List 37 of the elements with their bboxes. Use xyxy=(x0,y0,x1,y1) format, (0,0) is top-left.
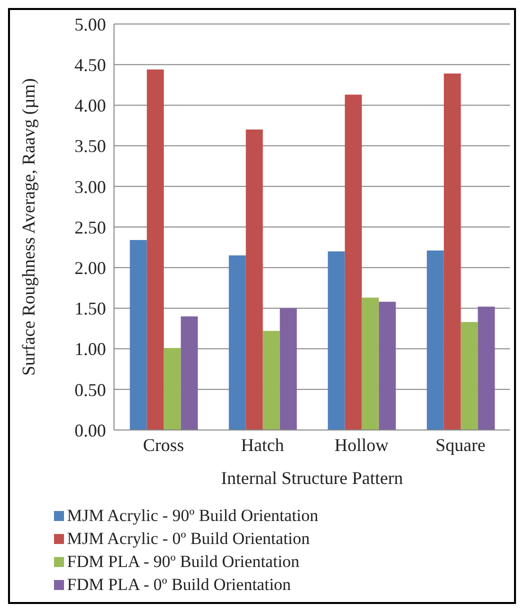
bar xyxy=(228,255,246,430)
y-tick-label: 2.00 xyxy=(74,258,106,278)
bar xyxy=(478,306,495,430)
y-tick-label: 4.00 xyxy=(74,96,106,116)
x-tick-label: Hollow xyxy=(334,434,388,455)
bar xyxy=(328,251,345,430)
x-tick-label: Square xyxy=(436,434,486,455)
bar xyxy=(444,74,461,430)
legend-label: FDM PLA - 90º Build Orientation xyxy=(67,551,300,573)
bar xyxy=(262,330,280,430)
x-tick-label: Cross xyxy=(142,434,184,455)
legend-label: MJM Acrylic - 0º Build Orientation xyxy=(67,528,310,550)
bar xyxy=(378,302,396,430)
y-tick-label: 0.00 xyxy=(74,420,106,440)
bar xyxy=(344,94,362,430)
bar xyxy=(146,69,164,430)
x-axis-title: Internal Structure Pattern xyxy=(221,468,403,488)
bar xyxy=(280,308,297,430)
bar xyxy=(460,322,478,430)
bar xyxy=(246,130,263,430)
y-axis-title: Surface Roughness Average, Raavg (µm) xyxy=(18,78,38,376)
legend-label: MJM Acrylic - 90º Build Orientation xyxy=(67,505,318,527)
bar xyxy=(130,240,147,430)
bar xyxy=(164,348,181,430)
y-tick-label: 2.50 xyxy=(74,217,106,238)
x-tick-label: Hatch xyxy=(241,434,284,455)
y-tick-label: 5.00 xyxy=(74,14,106,34)
bar xyxy=(426,250,444,430)
legend-label: FDM PLA - 0º Build Orientation xyxy=(67,574,291,596)
y-tick-label: 1.50 xyxy=(74,298,106,319)
y-tick-label: 3.50 xyxy=(74,136,106,156)
bar xyxy=(362,298,379,430)
y-tick-label: 1.00 xyxy=(74,339,106,360)
y-tick-label: 3.00 xyxy=(74,176,106,197)
y-tick-label: 0.50 xyxy=(74,380,106,400)
y-tick-label: 4.50 xyxy=(74,54,106,75)
bar xyxy=(180,316,198,430)
